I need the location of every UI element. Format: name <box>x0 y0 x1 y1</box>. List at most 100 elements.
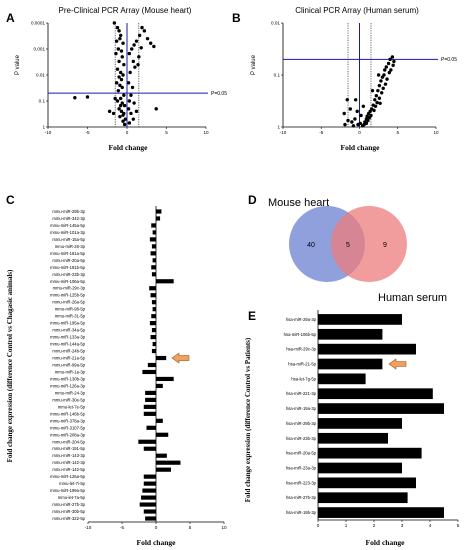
panel-a-y-tick-label: 0.01 <box>36 73 45 78</box>
panel-b-point <box>392 59 396 64</box>
panel-c-category-label: mmu-miR-106a-5p <box>50 279 86 284</box>
venn-set-a-label: Mouse heart <box>268 197 329 209</box>
panel-a-threshold-label: P=0.05 <box>211 91 227 97</box>
panel-a-point <box>122 103 127 108</box>
panel-c-bar <box>150 251 156 256</box>
panel-e-bar <box>318 388 433 400</box>
panel-e-category-label: hsa-miR-21-5p <box>288 362 316 367</box>
panel-a-point <box>117 75 121 79</box>
panel-a-point <box>116 47 121 51</box>
panel-e-letter: E <box>248 309 256 323</box>
panel-a-point <box>137 55 141 59</box>
panel-b-point <box>374 93 379 98</box>
panel-c-bar <box>149 286 156 291</box>
panel-b-point <box>366 111 371 116</box>
panel-c-bar <box>143 509 156 514</box>
panel-c-category-label: mmu-miR-142-3p <box>52 460 85 465</box>
panel-c-bar <box>151 272 156 277</box>
panel-c-bar <box>156 209 162 214</box>
panel-a-point <box>122 93 126 97</box>
panel-a-point <box>126 81 131 85</box>
panel-b-point <box>390 55 395 59</box>
panel-c-bar <box>156 383 163 389</box>
panel-c-x-tick-label: -10 <box>85 525 92 530</box>
panel-a-point <box>132 43 136 47</box>
panel-c-category-label: mmu-miR-101a-3p <box>50 230 86 235</box>
panel-a-point <box>118 83 122 88</box>
venn-intersection-count: 5 <box>346 242 350 249</box>
panel-e-ylabel: Fold change expression (difference Contr… <box>244 337 252 502</box>
panel-c-bar <box>143 474 156 479</box>
panel-c-bar <box>151 223 156 228</box>
panel-b-point <box>370 88 375 93</box>
panel-b-point <box>353 117 357 121</box>
panel-c-bar <box>152 230 156 235</box>
panel-c-bars <box>138 209 181 521</box>
panel-c-category-label: mmu-miR-199a-5p <box>50 488 86 493</box>
panel-a-point <box>142 29 147 33</box>
panel-b-point <box>388 57 392 62</box>
panel-c-bar <box>143 404 156 409</box>
panel-b-point <box>353 98 358 102</box>
panel-a-point <box>121 73 125 77</box>
panel-e-category-label: hsa-miR-29c-3p <box>286 347 316 352</box>
venn-set-b-label: Human serum <box>378 292 447 304</box>
panel-b-point <box>384 65 388 69</box>
panel-c-highlight-arrow <box>171 352 190 364</box>
panel-c-bar <box>141 495 156 500</box>
panel-b-point <box>379 91 384 95</box>
panel-a-point <box>133 65 137 69</box>
panel-b-point <box>346 118 350 123</box>
panel-c-category-label: mmu-miR-181b-5p <box>50 265 86 270</box>
panel-a-point <box>122 62 126 67</box>
panel-a-point <box>140 25 144 30</box>
panel-b-ylabel: P value <box>251 54 257 75</box>
panel-e-bar-chart: E Fold change expression (difference Con… <box>244 309 460 547</box>
panel-a-point <box>111 111 116 116</box>
panel-a-point <box>119 77 124 82</box>
panel-a-point <box>127 121 132 125</box>
panel-a-point <box>154 107 158 111</box>
panel-e-xlabel: Fold change <box>366 538 406 547</box>
panel-a-point <box>118 36 122 41</box>
panel-b-point <box>391 63 395 67</box>
panel-e-x-tick-label: 2 <box>373 523 376 528</box>
panel-a-point <box>129 93 133 97</box>
panel-a-y-tick-label: 0.0001 <box>31 21 45 26</box>
panel-c-category-label: mmu-miR-126a-3p <box>50 383 86 388</box>
panel-c-bar <box>147 362 156 368</box>
panel-a-x-ticks: -10 -5 0 5 10 <box>45 127 209 135</box>
panel-a-point <box>129 111 133 116</box>
panel-a-point <box>117 107 121 111</box>
panel-c-category-label: mmu-miR-204-5p <box>52 439 85 444</box>
panel-a-point <box>120 55 124 59</box>
panel-c-x-tick-label: 0 <box>155 525 158 530</box>
panel-a-point <box>130 47 134 51</box>
panel-a-point <box>115 25 120 30</box>
panel-a-point <box>118 103 123 108</box>
panel-b-y-ticks: 0.01 0.1 1 <box>271 21 283 130</box>
panel-c-bar <box>156 216 161 221</box>
panel-c-bar <box>156 418 163 423</box>
panel-b-point <box>387 70 392 75</box>
panel-e-category-labels: hsa-miR-29a-3p hsa-miR-106b-5p hsa-miR-29c… <box>284 317 317 515</box>
panel-b-point <box>342 111 346 116</box>
panel-b-point <box>351 124 356 128</box>
panel-b-point <box>361 104 366 109</box>
panel-e-category-label: hsa-miR-23b-3p <box>286 436 317 441</box>
panel-c-category-label: mmu-miR-21a-5p <box>52 356 85 361</box>
panel-a-letter: A <box>6 11 15 25</box>
panel-c-bar <box>138 439 156 444</box>
panel-a-point <box>118 96 123 101</box>
panel-c-category-label: mmu-miR-145a-5p <box>50 223 86 228</box>
panel-b-x-ticks: -10 -5 0 5 10 <box>280 127 439 135</box>
panel-b-points <box>342 55 396 128</box>
panel-c-bar <box>151 314 156 319</box>
panel-a-point <box>152 44 156 49</box>
panel-e-bar <box>318 343 416 355</box>
panel-b-point <box>366 118 370 123</box>
panel-b-point <box>373 98 377 102</box>
panel-c-category-label: mmu-miR-181a-5p <box>50 251 86 256</box>
panel-a-point <box>132 101 136 105</box>
panel-e-category-label: hsa-miR-29b-3p <box>286 421 317 426</box>
